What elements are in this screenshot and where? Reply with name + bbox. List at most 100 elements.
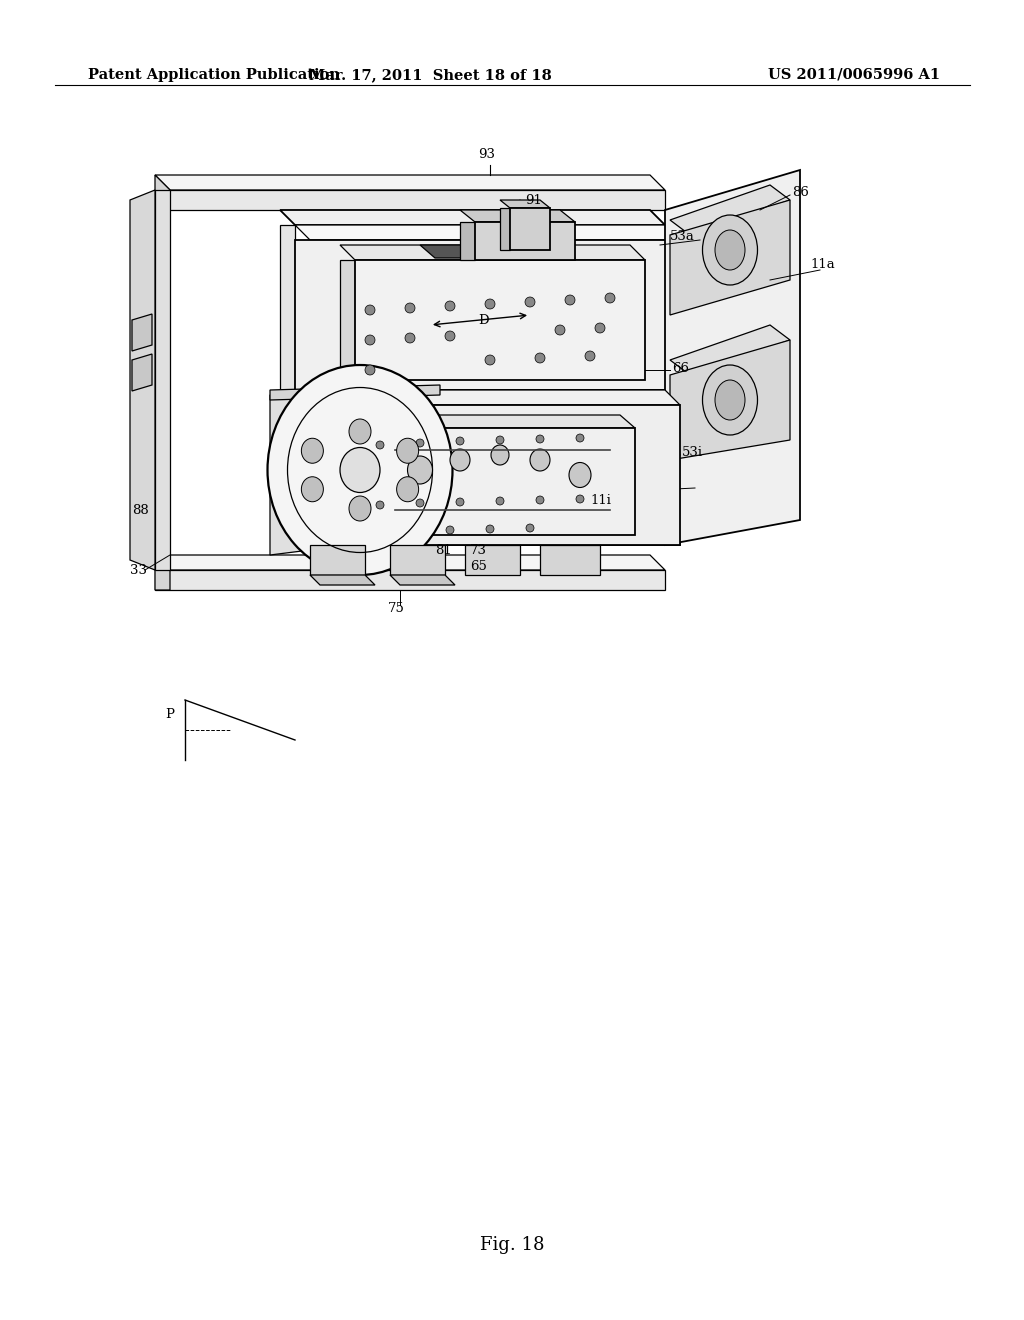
Polygon shape — [310, 576, 375, 585]
Ellipse shape — [535, 352, 545, 363]
Ellipse shape — [376, 502, 384, 510]
Polygon shape — [475, 222, 575, 260]
Ellipse shape — [485, 300, 495, 309]
Polygon shape — [280, 224, 295, 545]
Polygon shape — [540, 545, 600, 576]
Ellipse shape — [456, 498, 464, 506]
Ellipse shape — [446, 525, 454, 535]
Polygon shape — [365, 428, 635, 535]
Ellipse shape — [406, 333, 415, 343]
Ellipse shape — [585, 351, 595, 360]
Polygon shape — [132, 354, 152, 391]
Polygon shape — [350, 428, 365, 535]
Polygon shape — [510, 209, 550, 249]
Ellipse shape — [301, 438, 324, 463]
Text: P: P — [165, 709, 174, 722]
Ellipse shape — [555, 325, 565, 335]
Text: 11a: 11a — [810, 259, 835, 272]
Text: 53i: 53i — [682, 446, 703, 458]
Text: 53a: 53a — [670, 231, 695, 243]
Ellipse shape — [365, 335, 375, 345]
Ellipse shape — [349, 418, 371, 444]
Ellipse shape — [595, 323, 605, 333]
Text: 88: 88 — [132, 503, 148, 516]
Polygon shape — [340, 246, 645, 260]
Polygon shape — [270, 385, 440, 400]
Polygon shape — [310, 405, 680, 545]
Polygon shape — [130, 190, 155, 570]
Polygon shape — [460, 222, 475, 260]
Polygon shape — [390, 545, 445, 576]
Text: Mar. 17, 2011  Sheet 18 of 18: Mar. 17, 2011 Sheet 18 of 18 — [308, 69, 551, 82]
Polygon shape — [670, 341, 790, 459]
Text: US 2011/0065996 A1: US 2011/0065996 A1 — [768, 69, 940, 82]
Ellipse shape — [349, 496, 371, 521]
Ellipse shape — [416, 440, 424, 447]
Ellipse shape — [301, 477, 324, 502]
Polygon shape — [310, 545, 365, 576]
Polygon shape — [460, 210, 575, 222]
Polygon shape — [132, 314, 152, 351]
Ellipse shape — [396, 477, 419, 502]
Ellipse shape — [445, 331, 455, 341]
Ellipse shape — [376, 441, 384, 449]
Polygon shape — [355, 260, 645, 380]
Polygon shape — [280, 210, 665, 224]
Text: 11i: 11i — [590, 494, 611, 507]
Polygon shape — [465, 545, 520, 576]
Polygon shape — [665, 170, 800, 545]
Text: 33: 33 — [130, 564, 147, 577]
Ellipse shape — [526, 524, 534, 532]
Ellipse shape — [456, 437, 464, 445]
Ellipse shape — [416, 499, 424, 507]
Polygon shape — [295, 389, 680, 405]
Text: 75: 75 — [388, 602, 404, 615]
Polygon shape — [295, 240, 680, 389]
Ellipse shape — [715, 230, 745, 271]
Polygon shape — [155, 176, 665, 190]
Ellipse shape — [340, 447, 380, 492]
Ellipse shape — [702, 215, 758, 285]
Polygon shape — [500, 209, 510, 249]
Text: 93: 93 — [478, 149, 495, 161]
Ellipse shape — [530, 449, 550, 471]
Ellipse shape — [702, 366, 758, 436]
Text: 86: 86 — [792, 186, 809, 199]
Ellipse shape — [525, 297, 535, 308]
Polygon shape — [390, 576, 455, 585]
Ellipse shape — [267, 366, 453, 576]
Ellipse shape — [496, 498, 504, 506]
Text: 81: 81 — [435, 544, 452, 557]
Ellipse shape — [396, 438, 419, 463]
Ellipse shape — [536, 436, 544, 444]
Polygon shape — [270, 389, 310, 554]
Polygon shape — [295, 389, 680, 545]
Polygon shape — [670, 201, 790, 315]
Text: 73: 73 — [470, 544, 487, 557]
Ellipse shape — [575, 495, 584, 503]
Ellipse shape — [569, 462, 591, 487]
Polygon shape — [295, 224, 680, 240]
Ellipse shape — [490, 445, 509, 465]
Text: D: D — [478, 314, 488, 326]
Polygon shape — [500, 201, 550, 209]
Text: Fig. 18: Fig. 18 — [480, 1236, 544, 1254]
Ellipse shape — [496, 436, 504, 444]
Polygon shape — [155, 190, 170, 570]
Polygon shape — [155, 570, 665, 590]
Ellipse shape — [715, 380, 745, 420]
Ellipse shape — [406, 304, 415, 313]
Text: Patent Application Publication: Patent Application Publication — [88, 69, 340, 82]
Text: 91: 91 — [525, 194, 542, 206]
Ellipse shape — [445, 301, 455, 312]
Text: 66: 66 — [672, 362, 689, 375]
Ellipse shape — [485, 355, 495, 366]
Polygon shape — [670, 185, 790, 235]
Ellipse shape — [486, 525, 494, 533]
Ellipse shape — [365, 305, 375, 315]
Polygon shape — [340, 260, 355, 380]
Ellipse shape — [536, 496, 544, 504]
Ellipse shape — [565, 294, 575, 305]
Ellipse shape — [408, 455, 432, 484]
Ellipse shape — [605, 293, 615, 304]
